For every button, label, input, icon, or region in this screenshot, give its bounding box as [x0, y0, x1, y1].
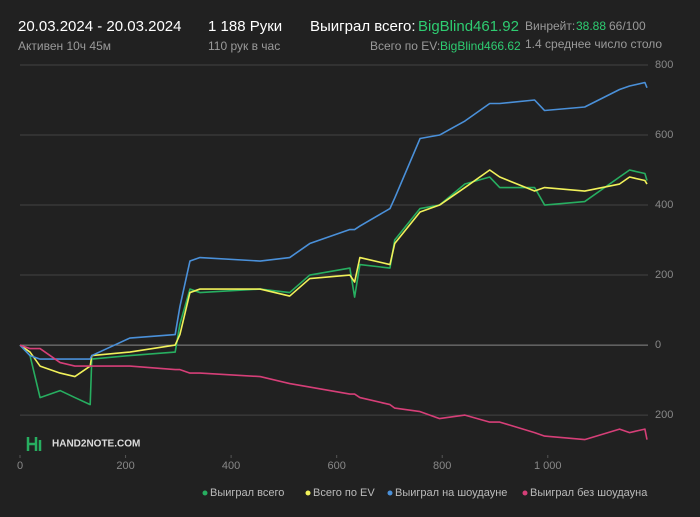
series-line	[19, 169, 648, 406]
won-value: BigBlind461.92	[418, 18, 519, 35]
legend-item: Выиграл всего	[202, 487, 284, 499]
winrate-label: Винрейт:	[525, 19, 575, 33]
legend-label: Выиграл на шоудауне	[395, 487, 507, 499]
x-tick-label: 800	[433, 460, 451, 472]
x-tick-label: 600	[327, 460, 345, 472]
x-tick-label: 0	[17, 460, 23, 472]
legend-item: Выиграл на шоудауне	[387, 487, 507, 499]
ev-value: BigBlind466.62	[440, 39, 521, 53]
legend-item: Всего по EV	[305, 487, 375, 499]
series-line	[19, 169, 648, 378]
x-tick-label: 1 000	[534, 460, 562, 472]
winrate-value: 38.88	[576, 19, 606, 33]
active-time: Активен 10ч 45м	[18, 39, 111, 53]
y-tick-label: 200	[655, 409, 673, 421]
y-tick-label: 400	[655, 199, 673, 211]
legend-item: Выиграл без шоудауна	[522, 487, 648, 499]
legend-swatch	[305, 490, 311, 496]
legend-label: Выиграл всего	[210, 487, 284, 499]
x-tick-label: 200	[116, 460, 134, 472]
x-tick-label: 400	[222, 460, 240, 472]
series-line	[19, 81, 648, 360]
y-tick-label: 0	[655, 339, 661, 351]
y-tick-label: 600	[655, 129, 673, 141]
y-tick-label: 800	[655, 59, 673, 71]
legend-label: Выиграл без шоудауна	[530, 487, 648, 499]
legend-swatch	[522, 490, 528, 496]
winrate-per: 66/100	[609, 19, 646, 33]
y-tick-label: 200	[655, 269, 673, 281]
legend-swatch	[202, 490, 208, 496]
ev-label: Всего по EV:	[370, 39, 440, 53]
logo: HAND2NOTE.COM	[26, 437, 140, 451]
hands-rate: 110 рук в час	[208, 39, 280, 53]
tables: 1.4 среднее число столо	[525, 37, 662, 51]
date-range: 20.03.2024 - 20.03.2024	[18, 18, 181, 35]
series-line	[19, 344, 648, 441]
legend-swatch	[387, 490, 393, 496]
legend-label: Всего по EV	[313, 487, 375, 499]
hands: 1 188 Руки	[208, 18, 282, 35]
won-label: Выиграл всего:	[310, 18, 416, 35]
logo-text: HAND2NOTE.COM	[52, 439, 140, 450]
